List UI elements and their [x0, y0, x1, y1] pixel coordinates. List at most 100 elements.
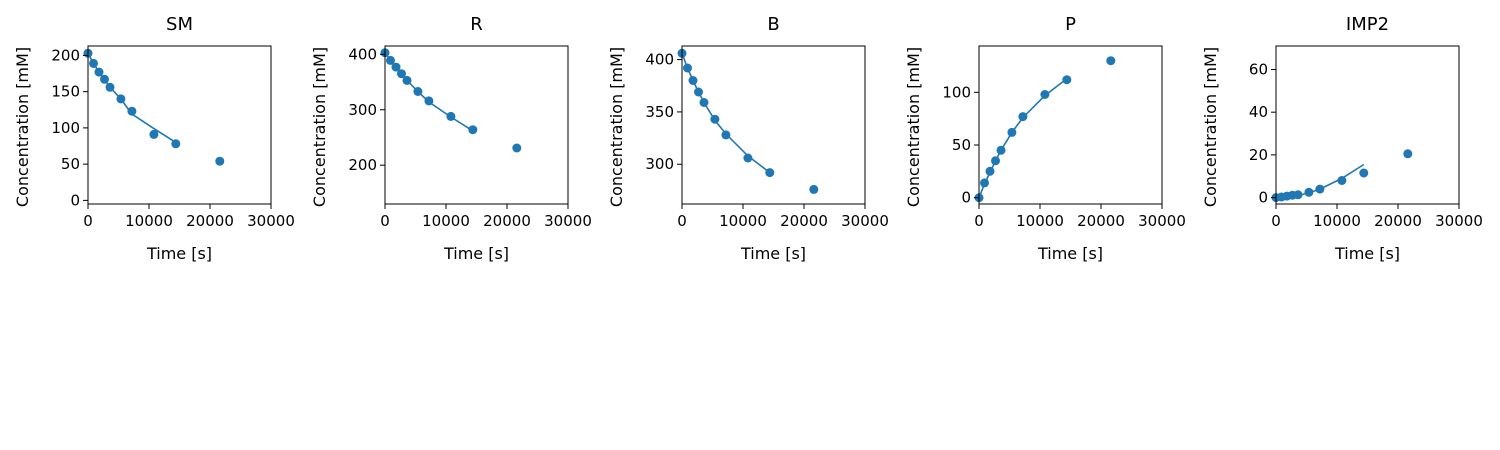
y-tick-label: 350: [645, 103, 674, 121]
data-point: [1040, 90, 1050, 99]
x-tick-label: 30000: [1435, 212, 1483, 230]
data-point: [765, 168, 775, 178]
x-axis-label: Time [s]: [740, 244, 806, 263]
y-tick-label: 50: [952, 136, 971, 154]
y-axis-label: Concentration [mM]: [310, 47, 329, 207]
data-point: [105, 82, 115, 92]
x-tick-label: 10000: [422, 212, 470, 230]
y-tick-label: 200: [51, 46, 80, 64]
data-point: [386, 55, 395, 65]
axes-frame: [1275, 45, 1460, 205]
y-tick-label: 100: [51, 119, 80, 137]
panel-title: B: [767, 14, 779, 35]
y-tick-label: 200: [348, 156, 377, 174]
x-tick-label: 0: [83, 212, 93, 230]
x-tick-label: 10000: [1313, 212, 1361, 230]
fit-line: [87, 52, 177, 144]
y-tick-label: 0: [961, 189, 971, 207]
y-tick-label: 300: [348, 101, 377, 119]
y-tick-label: 0: [70, 191, 80, 209]
panel-title: P: [1065, 14, 1076, 35]
data-point: [446, 111, 456, 121]
x-tick-label: 20000: [186, 212, 234, 230]
panel-title: SM: [166, 14, 193, 35]
y-tick-label: 0: [1258, 189, 1268, 207]
panel-r: R 0 10000 20000 30000 200 300 400 Time [s] Concen…: [310, 14, 592, 263]
panel-b: B 0 10000 20000 30000 300 350 400 Time [s] Concen…: [607, 14, 889, 263]
data-point: [391, 62, 401, 72]
x-tick-label: 30000: [247, 212, 295, 230]
data-point: [721, 130, 731, 140]
data-point: [809, 184, 819, 194]
data-point: [688, 76, 698, 85]
x-tick-label: 20000: [1374, 212, 1422, 230]
y-tick-label: 400: [348, 45, 377, 63]
data-point: [413, 87, 423, 96]
data-point: [710, 114, 720, 124]
y-tick-label: 20: [1249, 146, 1268, 164]
data-point: [1293, 190, 1303, 200]
y-tick-label: 50: [61, 155, 80, 173]
data-point: [397, 69, 406, 79]
y-tick-label: 60: [1249, 60, 1268, 78]
x-tick-label: 0: [380, 212, 390, 230]
x-axis-label: Time [s]: [1334, 244, 1400, 263]
x-tick-label: 0: [677, 212, 687, 230]
data-point: [424, 96, 434, 106]
x-axis-label: Time [s]: [146, 244, 212, 263]
data-point: [402, 75, 412, 85]
axes-frame: [978, 45, 1163, 205]
data-point: [694, 87, 703, 97]
x-tick-label: 30000: [841, 212, 889, 230]
axes-frame: [384, 45, 569, 205]
data-point: [468, 125, 478, 135]
panel-p: P 0 10000 20000 30000 0 50 100 Time [s] Concentra…: [904, 14, 1186, 263]
x-tick-label: 0: [974, 212, 984, 230]
x-tick-label: 20000: [1077, 212, 1125, 230]
data-point: [94, 67, 104, 77]
x-tick-label: 30000: [544, 212, 592, 230]
y-tick-label: 400: [645, 51, 674, 69]
data-point: [127, 106, 137, 116]
panel-imp2: IMP2 0 10000 20000 30000 0 20 40 60 Time [s] Conce…: [1201, 14, 1483, 263]
data-point: [1359, 168, 1369, 178]
data-point: [699, 98, 709, 107]
y-tick-label: 150: [51, 83, 80, 101]
data-point: [100, 74, 109, 84]
y-tick-label: 300: [645, 155, 674, 173]
panel-title: IMP2: [1346, 14, 1389, 35]
data-point: [1106, 56, 1116, 66]
y-tick-label: 40: [1249, 103, 1268, 121]
data-point: [116, 94, 126, 104]
data-point: [1007, 127, 1017, 137]
x-tick-label: 20000: [483, 212, 531, 230]
data-point: [1403, 149, 1413, 159]
y-axis-label: Concentration [mM]: [904, 47, 923, 207]
data-point: [683, 63, 692, 73]
x-tick-label: 10000: [1016, 212, 1064, 230]
y-axis-label: Concentration [mM]: [1201, 47, 1220, 207]
data-point: [980, 178, 989, 188]
data-point: [149, 129, 159, 139]
axes-frame: [87, 45, 272, 205]
y-axis-label: Concentration [mM]: [13, 47, 32, 207]
data-point: [1062, 75, 1072, 85]
panel-sm: SM 0 10000 20000 30000 0 50 100 150 200 Time [s] Co…: [13, 14, 295, 263]
data-point: [1018, 112, 1028, 122]
fit-line: [978, 78, 1068, 198]
data-point: [996, 145, 1006, 155]
x-tick-label: 30000: [1138, 212, 1186, 230]
axes-frame: [681, 45, 866, 205]
data-point: [985, 166, 995, 176]
x-axis-label: Time [s]: [1037, 244, 1103, 263]
data-point: [1315, 184, 1325, 194]
data-point: [89, 58, 98, 68]
data-point: [991, 156, 1000, 166]
y-tick-label: 100: [942, 83, 971, 101]
x-tick-label: 10000: [125, 212, 173, 230]
x-tick-label: 20000: [780, 212, 828, 230]
data-point: [171, 139, 181, 149]
x-axis-label: Time [s]: [443, 244, 509, 263]
x-tick-label: 0: [1271, 212, 1281, 230]
